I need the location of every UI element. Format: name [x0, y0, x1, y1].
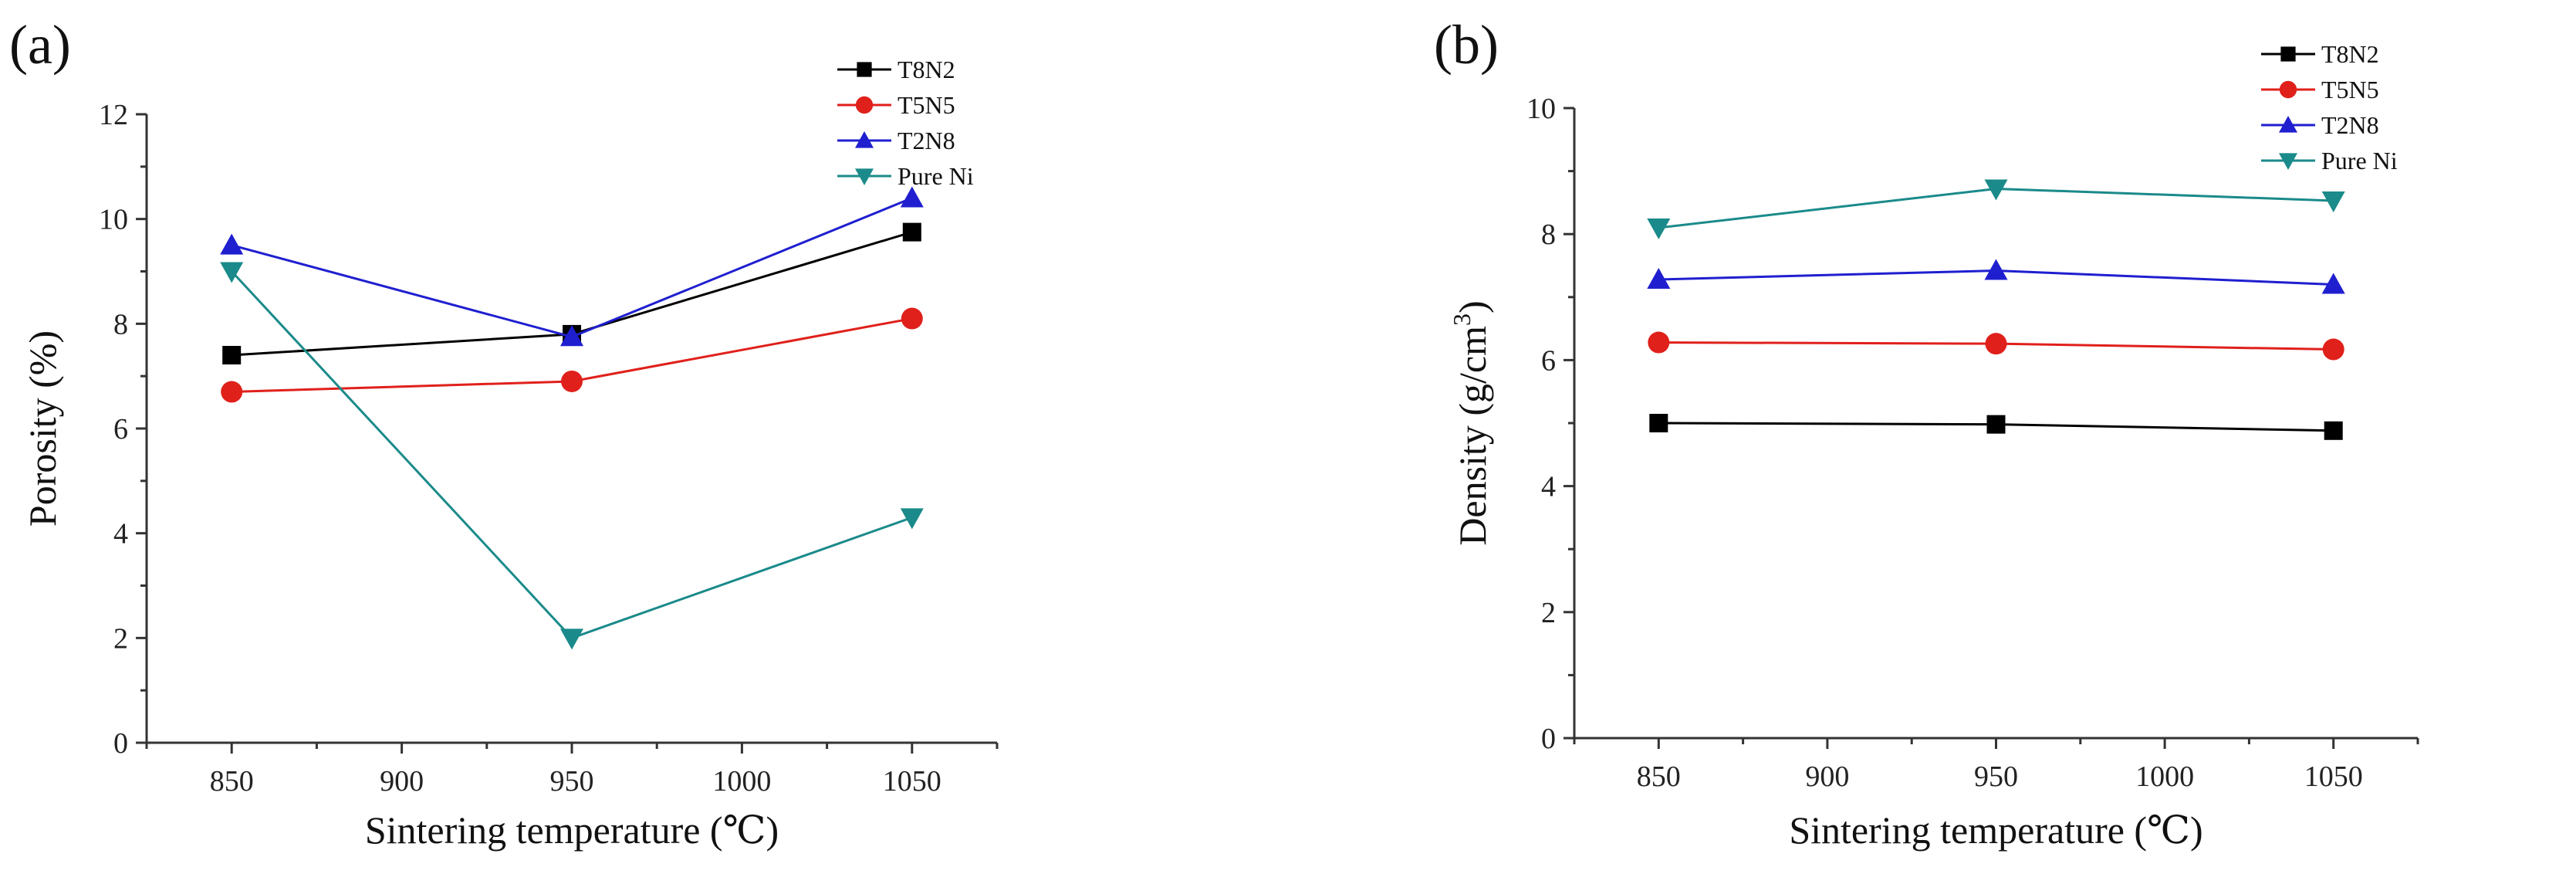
legend-marker	[2279, 153, 2297, 170]
y-tick-label: 12	[99, 99, 128, 131]
legend-marker	[855, 168, 874, 185]
y-axis-title: Porosity (%)	[21, 330, 64, 527]
legend: T8N2 T5N5 T2N8 Pure Ni	[2261, 40, 2398, 174]
legend-label: T5N5	[2321, 76, 2379, 103]
legend: T8N2 T5N5 T2N8 Pure Ni	[837, 56, 974, 190]
y-tick-label: 4	[113, 518, 128, 550]
data-point	[221, 381, 243, 403]
data-point	[2321, 273, 2345, 294]
x-tick-label: 1000	[712, 765, 771, 798]
series-pure-ni	[1647, 179, 2345, 240]
data-point	[901, 307, 923, 330]
x-tick-label: 950	[550, 765, 594, 798]
x-tick-label: 1050	[2304, 761, 2363, 793]
series-pure-ni	[220, 262, 924, 650]
panel-label: (b)	[1434, 14, 1499, 76]
y-tick-label: 0	[113, 727, 128, 760]
data-point	[1986, 415, 2006, 434]
data-point	[220, 262, 244, 283]
x-tick-label: 1050	[883, 765, 941, 798]
y-tick-label: 2	[1541, 597, 1556, 629]
data-point	[560, 325, 583, 347]
x-tick-label: 1000	[2135, 761, 2194, 793]
x-axis-title: Sintering temperature (℃)	[365, 808, 779, 852]
legend-label: T2N8	[2321, 111, 2379, 139]
x-tick-label: 850	[210, 765, 254, 798]
y-tick-label: 2	[113, 622, 128, 655]
data-point	[900, 186, 924, 208]
y-tick-label: 4	[1541, 471, 1556, 503]
panel-a-porosity-chart: (a) 0 2 4 6 8 10 12 850 900 950 1000 1050 Sintering t…	[9, 14, 999, 852]
y-tick-label: 0	[1541, 723, 1556, 755]
y-axis-title-superscript: 3	[1448, 313, 1476, 326]
data-point	[1985, 333, 2007, 355]
legend-label: T8N2	[898, 56, 955, 83]
legend-marker	[855, 96, 874, 114]
data-point	[2321, 191, 2345, 212]
y-axis-title-main: Density (g/cm	[1451, 326, 1494, 546]
data-point	[1984, 259, 2008, 280]
data-point	[1649, 414, 1668, 432]
data-point	[222, 346, 242, 365]
y-tick-label: 10	[99, 204, 128, 236]
legend-marker	[2279, 116, 2297, 133]
x-axis-title: Sintering temperature (℃)	[1789, 808, 2202, 852]
legend-label: T5N5	[898, 91, 955, 119]
y-tick-label: 8	[1541, 218, 1556, 251]
x-tick-label: 900	[1805, 761, 1849, 793]
legend-label: T2N8	[898, 127, 955, 154]
x-tick-label: 850	[1637, 761, 1681, 793]
series-t2n8	[220, 186, 924, 347]
y-tick-label: 6	[113, 413, 128, 445]
legend-label: Pure Ni	[2321, 147, 2398, 174]
data-point	[1648, 331, 1670, 354]
y-tick-label: 10	[1526, 93, 1556, 125]
legend-marker	[855, 131, 874, 148]
x-tick-label: 950	[1974, 761, 2018, 793]
data-point	[1984, 179, 2008, 201]
legend-label: T8N2	[2321, 40, 2379, 68]
series-t2n8	[1647, 259, 2345, 294]
panel-b-density-chart: (b) 0 2 4 6 8 10 850 900 950 1000 1050 Sintering tem…	[1434, 14, 2419, 852]
legend-marker	[857, 62, 872, 77]
data-point	[902, 222, 921, 242]
data-point	[1647, 267, 1671, 289]
data-point	[560, 628, 583, 650]
panel-label: (a)	[9, 14, 71, 76]
legend-marker	[2280, 46, 2296, 62]
y-axis-title-suffix: )	[1451, 300, 1494, 313]
y-axis-title: Density (g/cm3)	[1448, 300, 1494, 545]
series-line	[231, 197, 913, 338]
y-tick-label: 8	[113, 308, 128, 340]
series-t8n2	[1649, 414, 2343, 440]
y-tick-label: 6	[1541, 344, 1556, 377]
series-t5n5	[221, 307, 923, 403]
legend-label: Pure Ni	[898, 162, 974, 190]
x-tick-label: 900	[380, 765, 424, 798]
data-point	[900, 508, 924, 530]
data-point	[561, 370, 583, 392]
data-point	[1647, 218, 1671, 240]
data-point	[2324, 421, 2343, 440]
data-point	[220, 233, 244, 255]
legend-marker	[2279, 80, 2297, 99]
series-t5n5	[1648, 331, 2344, 361]
data-point	[2322, 338, 2344, 361]
